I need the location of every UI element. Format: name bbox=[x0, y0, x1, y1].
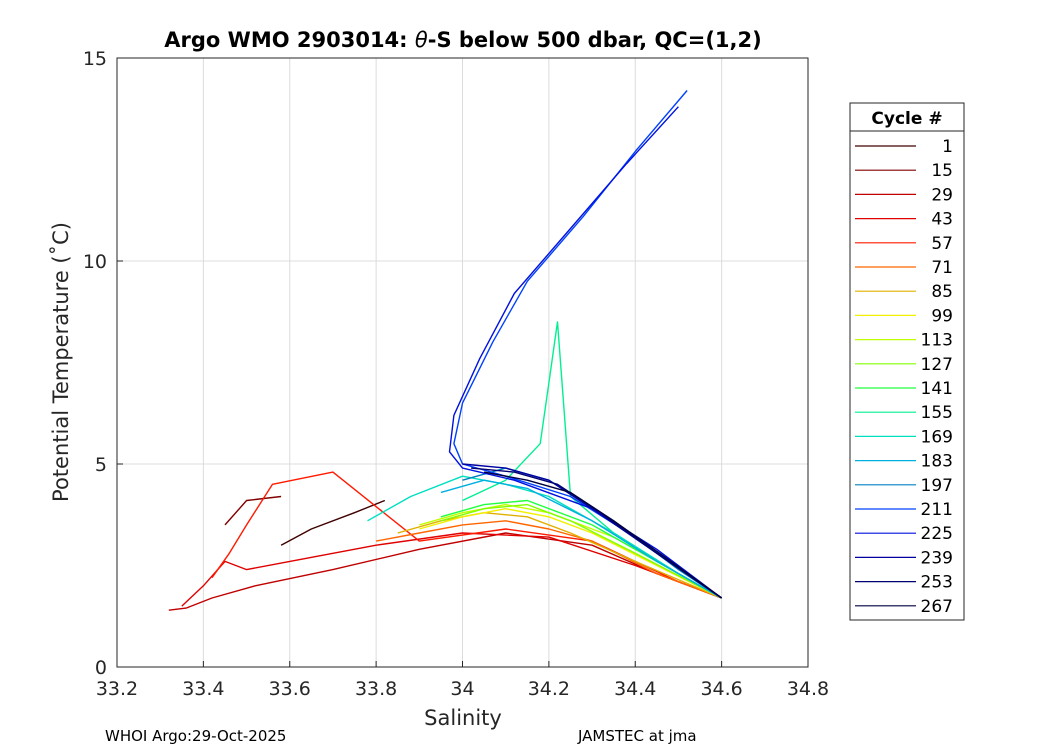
grid-lines bbox=[117, 58, 808, 667]
legend-label-cycle-15: 15 bbox=[931, 161, 953, 181]
legend-label-cycle-267: 267 bbox=[921, 597, 953, 617]
legend-label-cycle-197: 197 bbox=[921, 476, 953, 496]
y-tick-label: 15 bbox=[83, 48, 107, 70]
series-line-cycle-99 bbox=[419, 508, 722, 599]
legend-label-cycle-253: 253 bbox=[921, 573, 953, 593]
legend-label-cycle-225: 225 bbox=[921, 524, 953, 544]
legend-label-cycle-211: 211 bbox=[921, 500, 953, 520]
x-axis-label: Salinity bbox=[424, 706, 502, 730]
legend-label-cycle-29: 29 bbox=[931, 185, 953, 205]
footer-right: JAMSTEC at jma bbox=[577, 727, 697, 745]
x-tick-label: 33.2 bbox=[96, 678, 138, 700]
series-line-cycle-15 bbox=[224, 495, 282, 526]
legend-label-cycle-183: 183 bbox=[921, 452, 953, 472]
x-tick-label: 34.2 bbox=[528, 678, 570, 700]
legend-label-cycle-113: 113 bbox=[921, 331, 953, 351]
x-tick-label: 33.6 bbox=[269, 678, 311, 700]
legend-box bbox=[849, 102, 965, 621]
series-line-cycle-113 bbox=[419, 503, 722, 599]
legend-label-cycle-71: 71 bbox=[931, 258, 953, 278]
series-line-cycle-1 bbox=[280, 499, 386, 546]
x-tick-label: 34 bbox=[450, 678, 474, 700]
series-line-cycle-183 bbox=[440, 479, 722, 599]
legend-label-cycle-141: 141 bbox=[921, 379, 953, 399]
legend-label-cycle-155: 155 bbox=[921, 403, 953, 423]
legend-label-cycle-85: 85 bbox=[931, 282, 953, 302]
legend-label-cycle-1: 1 bbox=[942, 137, 953, 157]
y-tick-label: 10 bbox=[83, 251, 107, 273]
series-line-cycle-29 bbox=[168, 532, 722, 611]
series-line-cycle-43 bbox=[181, 532, 722, 607]
chart-title: Argo WMO 2903014: θ-S below 500 dbar, QC… bbox=[164, 28, 761, 52]
series-line-cycle-225 bbox=[448, 106, 723, 599]
series-line-cycle-71 bbox=[375, 520, 722, 599]
y-axis-label: Potential Temperature (˚C) bbox=[49, 222, 73, 502]
legend-label-cycle-57: 57 bbox=[931, 234, 953, 254]
series-line-cycle-127 bbox=[440, 503, 722, 599]
legend-label-cycle-127: 127 bbox=[921, 355, 953, 375]
x-tick-label: 33.4 bbox=[182, 678, 224, 700]
legend-label-cycle-99: 99 bbox=[931, 306, 953, 326]
footer-left: WHOI Argo:29-Oct-2025 bbox=[105, 727, 286, 745]
x-tick-label: 34.8 bbox=[787, 678, 829, 700]
series-line-cycle-155 bbox=[462, 321, 722, 599]
legend-label-cycle-43: 43 bbox=[931, 210, 953, 230]
legend-title: Cycle # bbox=[871, 109, 942, 129]
y-tick-label: 5 bbox=[95, 454, 107, 476]
legend-label-cycle-169: 169 bbox=[921, 427, 953, 447]
x-tick-label: 34.4 bbox=[614, 678, 656, 700]
series-line-cycle-85 bbox=[397, 512, 722, 599]
series-line-cycle-211 bbox=[453, 90, 723, 599]
axis-ticks: 33.2 33.4 33.6 33.8 34 34.2 34.4 34.6 34.8 0 5 10 15 bbox=[83, 48, 829, 700]
legend: Cycle # 1 15 29 43 57 71 85 99 113 127 141 155 169 18… bbox=[849, 102, 965, 621]
x-tick-label: 33.8 bbox=[355, 678, 397, 700]
y-tick-label: 0 bbox=[95, 657, 107, 679]
x-tick-label: 34.6 bbox=[700, 678, 742, 700]
series-lines bbox=[168, 90, 723, 611]
legend-label-cycle-239: 239 bbox=[921, 548, 953, 568]
series-line-cycle-267 bbox=[483, 471, 723, 599]
